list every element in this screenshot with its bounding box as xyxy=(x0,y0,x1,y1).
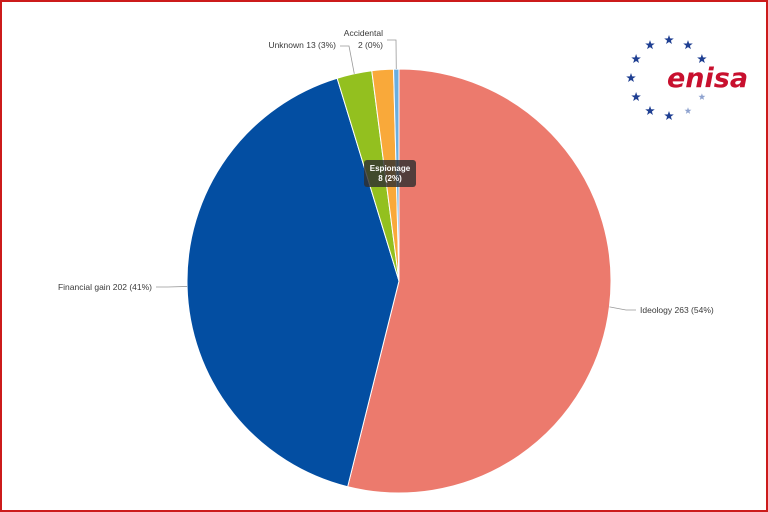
star-icon xyxy=(645,40,655,50)
label-financial-gain: Financial gain 202 (41%) xyxy=(58,282,152,292)
tooltip-box xyxy=(364,160,416,187)
star-icon xyxy=(697,54,707,64)
leader-line-unknown xyxy=(340,45,355,74)
eu-stars-icon xyxy=(626,35,707,121)
enisa-logo: enisa xyxy=(626,35,748,121)
label-leader-lines xyxy=(156,39,636,311)
label-ideology: Ideology 263 (54%) xyxy=(640,305,714,315)
star-icon xyxy=(683,40,693,50)
star-icon xyxy=(626,73,636,83)
leader-line-accidental xyxy=(387,39,397,70)
star-icon xyxy=(698,93,706,100)
star-icon xyxy=(631,92,641,102)
star-icon xyxy=(645,105,655,115)
leader-line-financial-gain xyxy=(156,286,188,288)
leader-line-ideology xyxy=(609,306,636,311)
star-icon xyxy=(664,35,674,45)
pie-slice-financial-gain[interactable] xyxy=(186,77,400,488)
star-icon xyxy=(631,54,641,64)
label-unknown: Unknown 13 (3%) xyxy=(268,40,336,50)
star-icon xyxy=(664,111,674,121)
star-icon xyxy=(684,107,692,114)
tooltip-line-1: Espionage xyxy=(370,164,411,173)
label-accidental-line2: 2 (0%) xyxy=(358,40,383,50)
tooltip-line-2: 8 (2%) xyxy=(378,174,402,183)
label-accidental-line1: Accidental xyxy=(344,28,383,38)
tooltip-espionage: Espionage 8 (2%) xyxy=(364,160,416,187)
logo-text: enisa xyxy=(667,63,748,94)
pie-slices xyxy=(186,68,612,494)
